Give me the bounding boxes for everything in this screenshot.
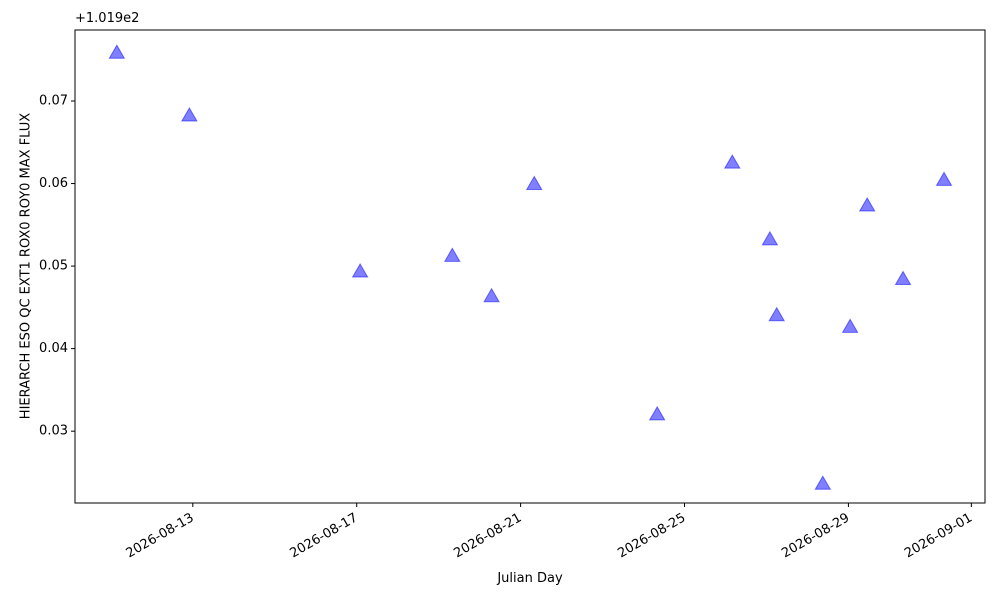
point bbox=[894, 270, 912, 285]
point bbox=[443, 247, 461, 262]
y-tick-label: 0.05 bbox=[39, 259, 68, 274]
point bbox=[841, 318, 859, 333]
point bbox=[483, 287, 500, 303]
point bbox=[935, 171, 953, 186]
point bbox=[351, 263, 369, 278]
y-tick-label: 0.03 bbox=[39, 424, 68, 439]
point bbox=[768, 306, 786, 322]
point bbox=[525, 175, 543, 191]
point bbox=[858, 197, 876, 212]
plot-frame bbox=[74, 29, 986, 504]
point bbox=[814, 475, 832, 490]
y-offset-label: +1.019e2 bbox=[75, 11, 139, 26]
y-tick-label: 0.06 bbox=[39, 176, 68, 191]
point bbox=[108, 44, 126, 59]
x-tick-label: 2026-08-13 bbox=[124, 511, 197, 562]
x-tick-label: 2026-08-21 bbox=[451, 511, 524, 562]
point bbox=[723, 154, 741, 169]
x-tick-label: 2026-08-17 bbox=[288, 511, 361, 562]
y-tick-label: 0.07 bbox=[39, 93, 68, 108]
x-tick-label: 2026-08-25 bbox=[615, 511, 688, 562]
point bbox=[648, 405, 666, 421]
point bbox=[761, 230, 779, 246]
x-tick-label: 2026-08-29 bbox=[779, 511, 852, 562]
x-axis-label: Julian Day bbox=[496, 571, 563, 586]
x-tick-label: 2026-09-01 bbox=[902, 511, 975, 562]
y-axis-label: HIERARCH ESO QC EXT1 ROX0 ROY0 MAX FLUX bbox=[19, 113, 34, 419]
point bbox=[181, 107, 198, 122]
y-tick-label: 0.04 bbox=[39, 341, 68, 356]
